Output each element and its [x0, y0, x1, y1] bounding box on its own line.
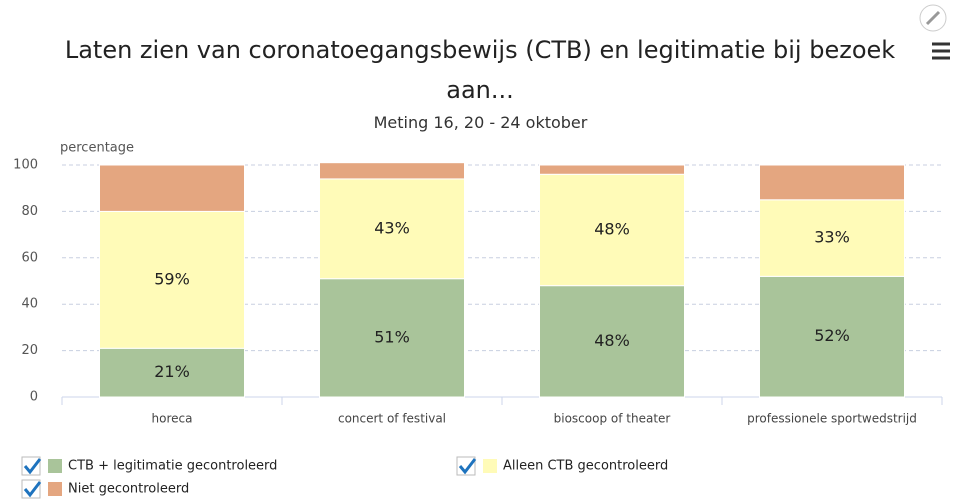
y-tick-label: 100 — [13, 158, 38, 173]
bar-segment — [319, 178, 465, 280]
legend-label[interactable]: Alleen CTB gecontroleerd — [503, 459, 668, 474]
bar-segment — [319, 278, 465, 398]
data-label: 59% — [154, 269, 190, 288]
data-label: 52% — [814, 326, 850, 345]
data-label: 48% — [594, 331, 630, 350]
y-tick-label: 0 — [30, 390, 38, 405]
bar-segment — [539, 164, 685, 175]
x-tick-label: concert of festival — [338, 412, 446, 426]
legend-label[interactable]: CTB + legitimatie gecontroleerd — [68, 459, 277, 474]
bar-segment — [759, 164, 905, 201]
bar-segment — [539, 285, 685, 398]
legend-checkmark[interactable] — [458, 458, 477, 475]
legend-swatch[interactable] — [48, 482, 62, 496]
legend-checkbox[interactable] — [21, 456, 41, 476]
data-label: 51% — [374, 327, 410, 346]
bar-segment — [99, 164, 245, 212]
bar-segment — [539, 173, 685, 287]
y-axis-label: percentage — [60, 141, 134, 156]
chart-title: Laten zien van coronatoegangsbewijs (CTB… — [64, 36, 896, 104]
data-label: 21% — [154, 362, 190, 381]
legend-swatch[interactable] — [483, 459, 497, 473]
bar-segment — [319, 162, 465, 180]
legend-swatch[interactable] — [48, 459, 62, 473]
data-label: 43% — [374, 218, 410, 237]
x-tick-label: bioscoop of theater — [554, 412, 671, 426]
menu-icon[interactable] — [932, 42, 950, 60]
legend-checkmark[interactable] — [23, 458, 42, 475]
x-tick-label: professionele sportwedstrijd — [747, 412, 917, 426]
y-tick-label: 40 — [21, 297, 38, 312]
y-tick-label: 20 — [21, 343, 38, 358]
x-tick-label: horeca — [152, 412, 193, 426]
chart-subtitle: Meting 16, 20 - 24 oktober — [373, 113, 588, 132]
y-tick-label: 60 — [21, 250, 38, 265]
legend-checkbox[interactable] — [456, 456, 476, 476]
data-label: 48% — [594, 219, 630, 238]
data-label: 33% — [814, 228, 850, 247]
edit-icon[interactable] — [919, 4, 947, 32]
legend-checkbox[interactable] — [21, 479, 41, 499]
legend-checkmark[interactable] — [23, 481, 42, 498]
legend-label[interactable]: Niet gecontroleerd — [68, 482, 189, 497]
y-tick-label: 80 — [21, 204, 38, 219]
bar-segment — [759, 199, 905, 277]
